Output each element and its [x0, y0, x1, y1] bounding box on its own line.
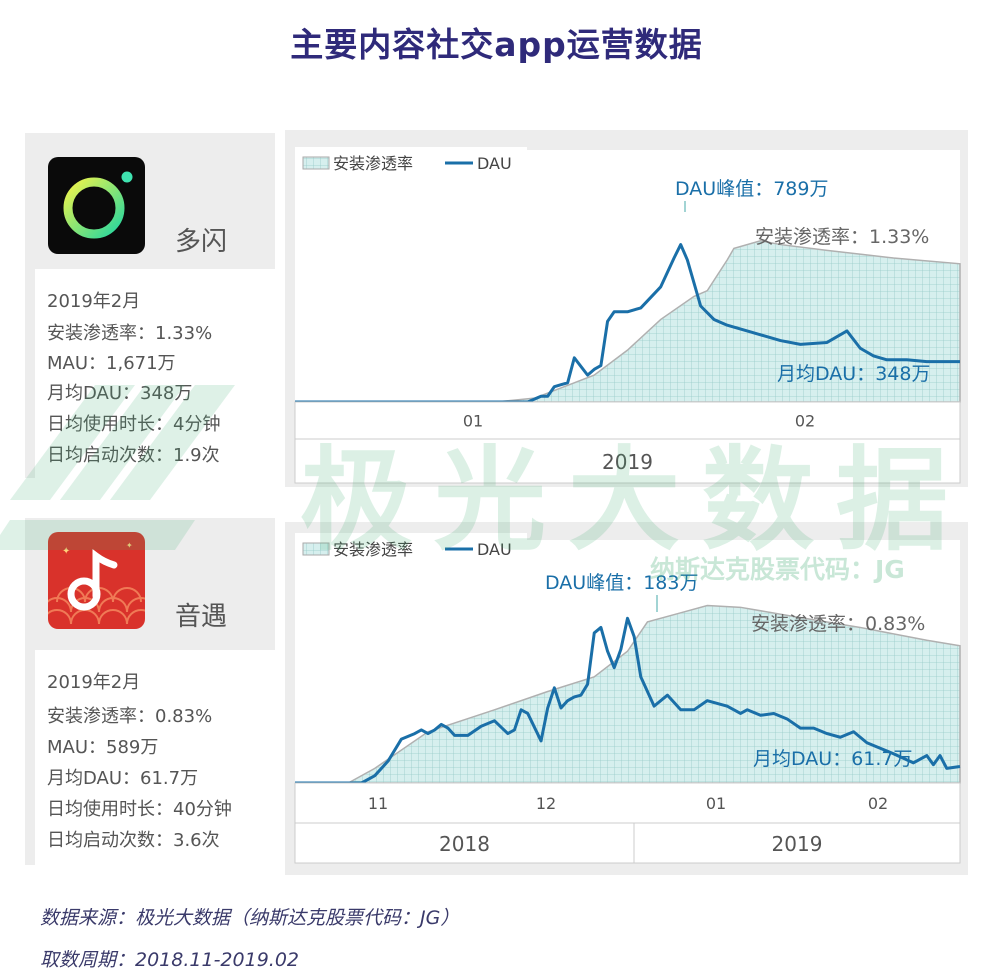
yinyu-logo-graphic: ✦ ✦	[48, 541, 145, 625]
stat-mau: MAU：589万	[47, 737, 159, 758]
chart-panel-yinyu: 11 12 01 02 2018 2019 安装渗透率 DAU DAU峰值：183万安装渗透率：…	[285, 522, 968, 875]
stat-mau: MAU：1,671万	[47, 353, 176, 374]
x-tick-label: 02	[868, 794, 888, 813]
duoshan-logo-graphic	[63, 171, 133, 239]
yinyu-app-icon: ✦ ✦	[48, 532, 145, 629]
series-dau-line	[295, 616, 961, 785]
series-penetration-area	[295, 604, 961, 784]
stat-month: 2019年2月	[47, 291, 141, 312]
legend-swatch-penetration	[302, 156, 330, 170]
app-name-yinyu: 音遇	[175, 602, 228, 632]
stat-usage-time: 日均使用时长：40分钟	[47, 799, 232, 820]
stat-penetration: 安装渗透率：1.33%	[47, 323, 213, 344]
stat-penetration: 安装渗透率：0.83%	[47, 706, 213, 727]
series-penetration-area	[295, 239, 961, 403]
stat-usage-time: 日均使用时长：4分钟	[47, 414, 221, 435]
chart-panel-duoshan: 01 02 2019 安装渗透率 DAU DAU峰值：789万安装渗透率：1.33% 月均D…	[285, 130, 968, 487]
svg-text:✦: ✦	[62, 546, 70, 557]
app-name-duoshan: 多闪	[175, 227, 228, 257]
chart-legend: 安装渗透率 DAU	[295, 147, 527, 179]
year-label: 2018	[439, 832, 490, 856]
stat-dau: 月均DAU：61.7万	[47, 768, 199, 789]
x-tick-label: 11	[368, 794, 388, 813]
app-card-yinyu: ✦ ✦ 音遇 2019年2月 安装渗透率：0.83% MAU：589万 月均DA…	[25, 518, 275, 865]
series-dau-line	[295, 243, 960, 404]
annotation-dau-peak: DAU峰值：183万	[545, 572, 698, 594]
year-label: 2019	[772, 832, 823, 856]
legend-label-dau: DAU	[477, 154, 512, 173]
stat-month: 2019年2月	[47, 672, 141, 693]
year-label: 2019	[602, 450, 653, 474]
stat-launch-count: 日均启动次数：3.6次	[47, 830, 220, 851]
app-stats-duoshan: 2019年2月 安装渗透率：1.33% MAU：1,671万 月均DAU：348…	[35, 269, 275, 478]
page-title: 主要内容社交app运营数据	[290, 25, 703, 64]
x-tick-label: 12	[536, 794, 556, 813]
annotation-penetration: 安装渗透率：1.33%	[755, 226, 929, 248]
data-source: 数据来源：极光大数据（纳斯达克股票代码：JG）	[40, 907, 460, 929]
svg-text:✦: ✦	[126, 541, 133, 550]
stat-launch-count: 日均启动次数：1.9次	[47, 445, 220, 466]
annotation-avg-dau: 月均DAU：61.7万	[753, 748, 913, 770]
x-tick-label: 01	[463, 412, 483, 431]
x-axis-box	[294, 401, 961, 484]
x-tick-label: 01	[706, 794, 726, 813]
legend-swatch-penetration	[302, 542, 330, 556]
annotation-avg-dau: 月均DAU：348万	[777, 363, 930, 385]
annotation-penetration: 安装渗透率：0.83%	[751, 613, 925, 635]
x-tick-label: 02	[795, 412, 815, 431]
legend-box	[295, 147, 527, 179]
annotation-dau-peak: DAU峰值：789万	[675, 178, 828, 200]
chart-legend: 安装渗透率 DAU	[295, 533, 527, 565]
chart-yinyu: 11 12 01 02 2018 2019 安装渗透率 DAU DAU峰值：183万安装渗透率：…	[294, 533, 961, 864]
app-card-duoshan: 多闪 2019年2月 安装渗透率：1.33% MAU：1,671万 月均DAU：…	[25, 133, 275, 478]
app-stats-yinyu: 2019年2月 安装渗透率：0.83% MAU：589万 月均DAU：61.7万…	[35, 650, 275, 865]
legend-label-penetration: 安装渗透率	[333, 540, 413, 559]
duoshan-app-icon	[48, 157, 145, 254]
legend-label-dau: DAU	[477, 540, 512, 559]
data-period: 取数周期：2018.11-2019.02	[40, 949, 299, 971]
legend-label-penetration: 安装渗透率	[333, 154, 413, 173]
legend-box	[295, 533, 527, 565]
stat-dau: 月均DAU：348万	[47, 383, 193, 404]
